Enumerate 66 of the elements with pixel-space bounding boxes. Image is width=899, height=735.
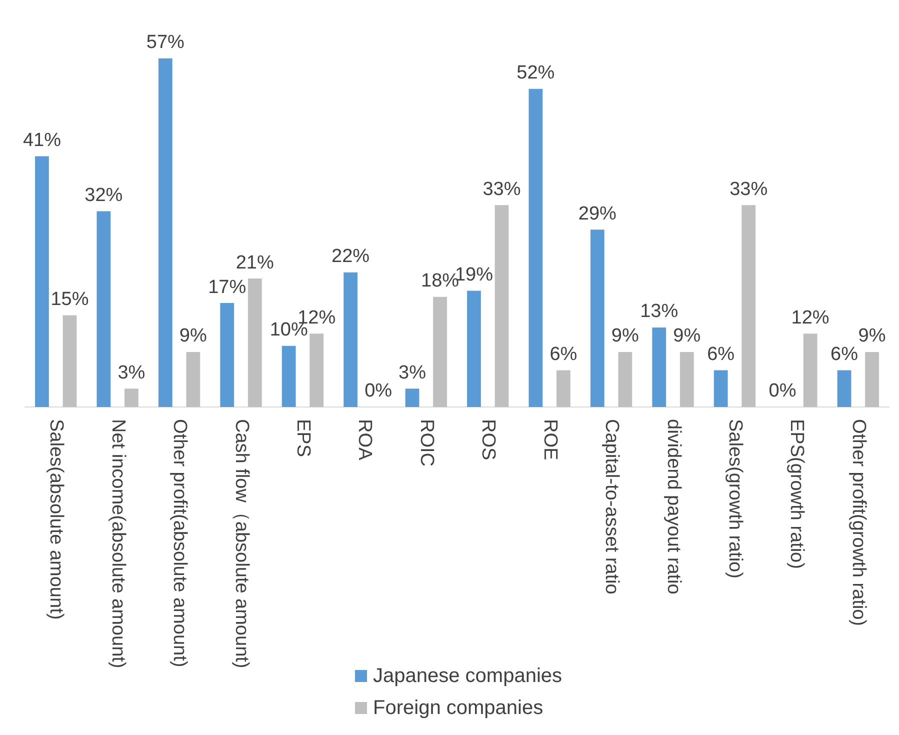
bar xyxy=(652,327,666,407)
data-label: 13% xyxy=(640,301,678,322)
data-label: 9% xyxy=(611,326,640,347)
data-label: 9% xyxy=(858,326,886,347)
data-label: 6% xyxy=(707,344,735,366)
data-label: 0% xyxy=(768,380,796,402)
bar xyxy=(528,88,543,407)
bar xyxy=(62,315,77,407)
bar xyxy=(248,278,262,407)
data-label: 12% xyxy=(791,307,830,328)
bar xyxy=(96,211,111,407)
bar xyxy=(124,388,138,407)
data-label: 21% xyxy=(236,252,274,274)
data-label: 29% xyxy=(578,203,617,224)
data-label: 9% xyxy=(673,326,701,347)
bar xyxy=(35,156,49,407)
x-tick-label: Net income(absolute amount) xyxy=(107,419,128,668)
x-tick-label: EPS(growth ratio) xyxy=(786,419,808,569)
bar xyxy=(433,296,447,407)
data-label: 15% xyxy=(50,288,89,310)
x-tick-label: Cash flow（absolute amount) xyxy=(230,419,252,668)
data-label: 9% xyxy=(179,326,208,347)
x-tick-label: ROE xyxy=(539,419,560,460)
bar xyxy=(494,205,509,407)
legend-label: Foreign companies xyxy=(373,696,544,720)
bar xyxy=(590,230,604,407)
x-tick-label: ROIC xyxy=(416,419,437,466)
bar xyxy=(803,334,818,407)
data-label: 3% xyxy=(398,362,426,384)
x-tick-label: Other profit(growth ratio) xyxy=(848,419,869,626)
bar xyxy=(837,370,852,407)
data-label: 6% xyxy=(830,344,858,366)
bar xyxy=(158,58,172,407)
data-label: 52% xyxy=(516,62,555,84)
bar xyxy=(467,290,481,407)
data-label: 3% xyxy=(118,362,146,384)
bar xyxy=(618,352,632,407)
bar xyxy=(220,303,234,407)
data-label: 0% xyxy=(364,380,392,402)
x-tick-label: dividend payout ratio xyxy=(662,419,684,594)
bar xyxy=(742,205,756,407)
data-label: 6% xyxy=(550,344,578,366)
data-label: 33% xyxy=(482,178,521,200)
data-label: 17% xyxy=(208,276,246,298)
bar xyxy=(405,388,420,407)
x-tick-label: Capital-to-asset ratio xyxy=(601,419,622,594)
x-tick-label: Sales(absolute amount) xyxy=(46,419,67,620)
data-label: 57% xyxy=(146,32,185,54)
data-label: 33% xyxy=(730,178,768,200)
x-tick-label: Other profit(absolute amount) xyxy=(169,419,190,668)
data-label: 41% xyxy=(22,130,62,151)
x-tick-label: Sales(growth ratio) xyxy=(724,419,746,578)
data-label: 22% xyxy=(332,246,370,268)
data-label: 32% xyxy=(84,185,123,206)
legend-label: Japanese companies xyxy=(373,664,562,688)
bar xyxy=(186,352,200,407)
bar xyxy=(865,352,879,407)
x-tick-label: ROS xyxy=(478,419,499,460)
bar xyxy=(680,352,694,407)
x-tick-label: ROA xyxy=(354,419,376,460)
bar xyxy=(714,370,728,407)
bar xyxy=(556,370,570,407)
bar xyxy=(310,334,324,407)
x-tick-label: EPS xyxy=(292,419,314,458)
bar xyxy=(344,272,358,407)
bar xyxy=(282,346,296,407)
